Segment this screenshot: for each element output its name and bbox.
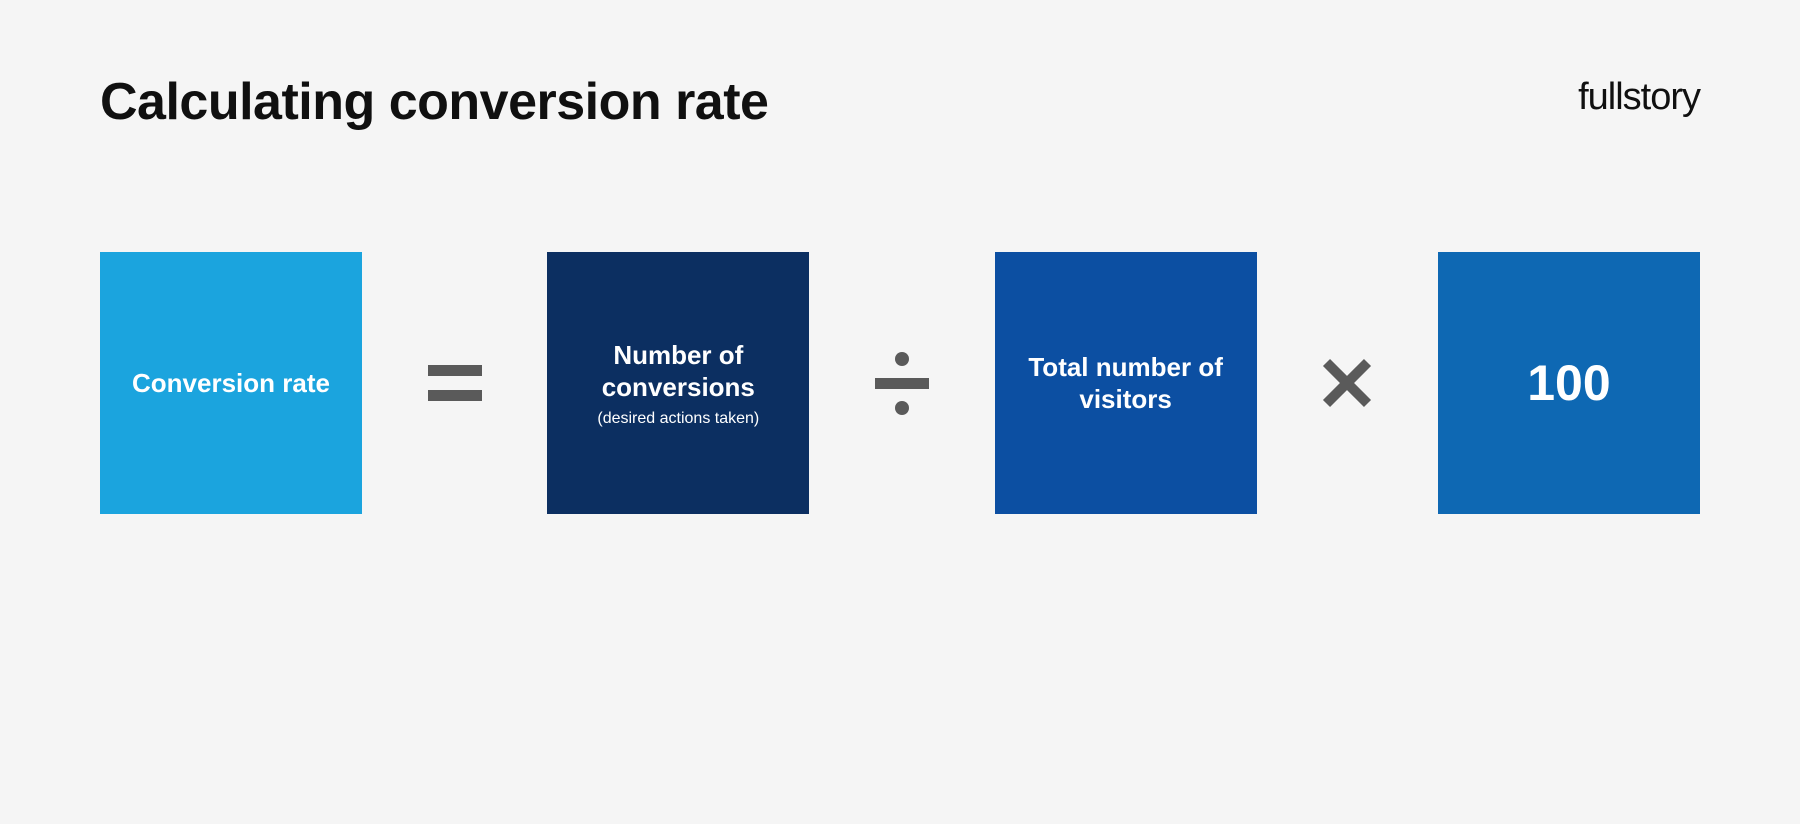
box-visitors: Total number of visitors xyxy=(995,252,1257,514)
multiply-operator xyxy=(1322,358,1372,408)
box-label: Total number of visitors xyxy=(1015,351,1237,416)
box-value: 100 xyxy=(1527,354,1610,412)
header: Calculating conversion rate fullstory xyxy=(100,72,1700,132)
box-label: Conversion rate xyxy=(132,367,330,400)
divide-icon xyxy=(875,352,929,415)
multiply-icon xyxy=(1322,358,1372,408)
box-conversions: Number of conversions (desired actions t… xyxy=(547,252,809,514)
divide-operator xyxy=(875,352,929,415)
box-conversion-rate: Conversion rate xyxy=(100,252,362,514)
formula-row: Conversion rate Number of conversions (d… xyxy=(100,252,1700,514)
page-title: Calculating conversion rate xyxy=(100,72,768,132)
box-sublabel: (desired actions taken) xyxy=(597,410,759,428)
box-hundred: 100 xyxy=(1438,252,1700,514)
equals-icon xyxy=(428,365,482,401)
box-label: Number of conversions xyxy=(567,339,789,404)
brand-logo: fullstory xyxy=(1578,76,1700,119)
equals-operator xyxy=(428,365,482,401)
